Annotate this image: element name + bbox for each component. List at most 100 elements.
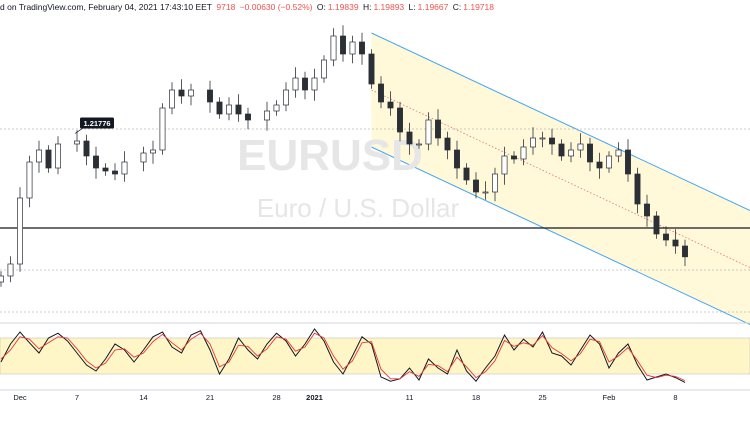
- candle-body-54: [549, 137, 555, 145]
- candle-body-52: [530, 137, 536, 148]
- candle-body-14: [150, 149, 156, 154]
- x-tick-label-10: 8: [673, 393, 677, 402]
- x-tick-label-8: 25: [538, 393, 546, 402]
- candle-body-18: [188, 89, 194, 97]
- candle-body-17: [178, 89, 185, 97]
- candle-body-12: [121, 161, 128, 175]
- candle-body-57: [577, 143, 584, 151]
- candle-body-33: [349, 41, 356, 55]
- candle-body-49: [501, 155, 508, 175]
- candle-body-50: [511, 155, 517, 160]
- candle-body-29: [311, 77, 318, 91]
- chart-header: d on TradingView.com, February 04, 2021 …: [0, 0, 750, 14]
- candle-body-30: [321, 59, 327, 79]
- x-tick-label-9: Feb: [603, 393, 616, 402]
- stochastic-panel: [0, 322, 750, 391]
- candle-body-23: [245, 113, 251, 121]
- candle-body-5: [45, 149, 52, 169]
- x-tick-label-0: Dec: [13, 393, 27, 402]
- candle-body-62: [625, 149, 631, 175]
- stochastic-line-d: [0, 332, 686, 382]
- candle-body-22: [235, 104, 242, 115]
- candle-body-56: [568, 149, 574, 157]
- x-tick-label-5: 2021: [306, 393, 323, 402]
- candle-body-53: [539, 137, 546, 140]
- x-tick-label-2: 14: [139, 393, 147, 402]
- candle-body-7: [74, 140, 80, 145]
- candle-body-65: [653, 215, 660, 235]
- candle-body-24: [264, 110, 270, 121]
- header-close-label: C:: [452, 2, 462, 12]
- watermark-name: Euro / U.S. Dollar: [257, 193, 460, 223]
- candle-body-3: [26, 161, 33, 199]
- candle-body-32: [340, 35, 346, 55]
- candle-body-36: [378, 83, 384, 103]
- candle-body-58: [587, 143, 593, 163]
- regression-channel: [371, 32, 750, 326]
- candle-body-1: [7, 263, 14, 277]
- watermark-symbol: EURUSD: [237, 131, 423, 180]
- candle-body-28: [302, 77, 308, 91]
- candle-body-42: [435, 119, 441, 139]
- candle-body-27: [292, 77, 299, 91]
- header-open-label: O:: [316, 2, 326, 12]
- candle-body-10: [102, 167, 109, 172]
- header-source: d on TradingView.com, February 04, 2021 …: [0, 2, 213, 12]
- header-change: −0.00630 (−0.52%): [239, 2, 313, 12]
- x-tick-label-1: 7: [75, 393, 79, 402]
- candle-body-68: [682, 245, 688, 258]
- time-axis: Dec 7 14 21 28 2021 11 18 25 Feb 8: [13, 393, 677, 402]
- candle-body-46: [473, 179, 479, 193]
- header-high-value: 1.19893: [373, 2, 405, 12]
- candle-body-64: [644, 203, 650, 217]
- header-high-label: H:: [362, 2, 372, 12]
- header-close-value: 1.19718: [463, 2, 494, 12]
- candle-body-35: [368, 53, 375, 85]
- channel-lower-line: [371, 146, 750, 326]
- candle-body-43: [444, 137, 451, 151]
- candle-body-4: [36, 149, 42, 163]
- x-tick-label-4: 28: [272, 393, 280, 402]
- candle-body-16: [169, 89, 175, 109]
- stochastic-line-k: [0, 328, 686, 383]
- candle-body-66: [663, 233, 669, 241]
- channel-fill: [371, 33, 750, 325]
- candle-body-19: [207, 89, 213, 103]
- candle-body-11: [112, 170, 118, 175]
- header-last-price: 9718: [216, 2, 236, 12]
- candle-body-9: [93, 155, 99, 169]
- candle-body-40: [416, 143, 422, 146]
- candle-body-39: [406, 131, 413, 145]
- channel-upper-line: [371, 32, 750, 212]
- candle-body-59: [596, 161, 603, 169]
- candle-body-60: [606, 155, 612, 169]
- candle-body-47: [482, 191, 489, 194]
- candle-body-37: [387, 101, 394, 109]
- x-tick-label-6: 11: [406, 393, 414, 402]
- candle-body-38: [397, 107, 403, 133]
- candles: [0, 25, 688, 287]
- candle-body-0: [0, 275, 4, 283]
- x-tick-label-3: 21: [206, 393, 214, 402]
- x-tick-label-7: 18: [472, 393, 480, 402]
- header-low-value: 1.19667: [417, 2, 449, 12]
- candle-body-41: [425, 119, 432, 145]
- candle-body-55: [558, 143, 565, 157]
- candle-body-34: [359, 41, 365, 55]
- candle-body-13: [140, 152, 147, 163]
- candle-body-20: [216, 101, 223, 115]
- candle-body-67: [672, 239, 679, 247]
- header-low-label: L:: [408, 2, 416, 12]
- price-callout: 1.21776: [74, 117, 114, 134]
- candle-body-15: [159, 107, 166, 151]
- header-open-value: 1.19839: [327, 2, 359, 12]
- callout-value: 1.21776: [83, 119, 110, 128]
- candle-body-26: [283, 89, 289, 106]
- candle-body-8: [83, 140, 90, 157]
- candle-body-63: [634, 173, 641, 205]
- candle-body-45: [463, 167, 470, 181]
- candle-body-44: [454, 149, 460, 169]
- candle-body-2: [17, 197, 23, 265]
- horizontal-levels: [0, 128, 750, 313]
